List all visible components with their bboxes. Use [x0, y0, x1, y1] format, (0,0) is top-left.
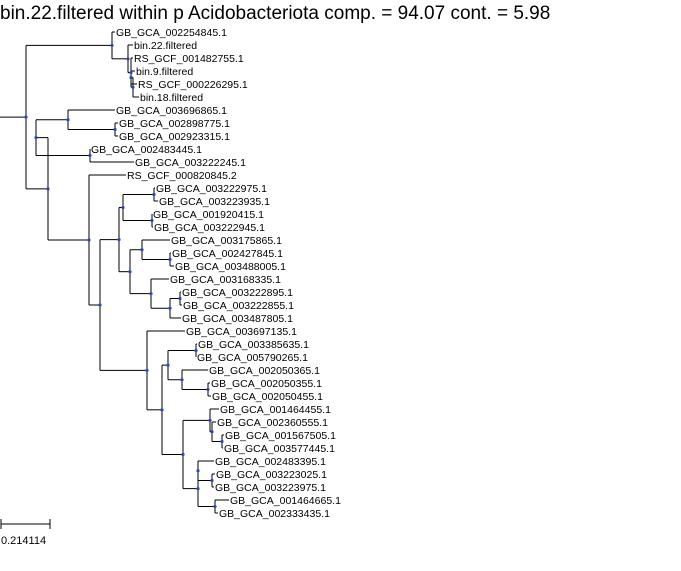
tree-node: [140, 248, 144, 252]
leaf-label: GB_GCA_001567505.1: [225, 430, 336, 442]
leaf-label: GB_GCA_003487805.1: [182, 313, 293, 325]
leaf-label: GB_GCA_002050455.1: [212, 391, 323, 403]
leaf-label: GB_GCA_003697135.1: [186, 326, 297, 338]
leaf-label: GB_GCA_003222895.1: [182, 287, 293, 299]
tree-node: [213, 504, 217, 509]
tree-node: [220, 439, 224, 444]
tree-node: [145, 368, 149, 373]
tree-node: [113, 127, 117, 132]
leaf-label: GB_GCA_003223025.1: [216, 469, 327, 481]
tree-node: [178, 296, 182, 301]
tree-node: [88, 153, 92, 158]
tree-leaf-labels: GB_GCA_002254845.1bin.22.filteredRS_GCF_…: [91, 27, 341, 520]
leaf-label: GB_GCA_003223935.1: [159, 196, 270, 208]
tree-nodes: [24, 43, 224, 509]
tree-node: [160, 408, 164, 412]
leaf-label: GB_GCA_001464665.1: [230, 495, 341, 507]
leaf-label: GB_GCA_002483445.1: [91, 144, 202, 156]
tree-node: [87, 238, 91, 242]
leaf-label: GB_GCA_003168335.1: [170, 274, 281, 286]
tree-node: [168, 257, 172, 262]
leaf-label: GB_GCA_003222945.1: [154, 222, 265, 234]
leaf-label: GB_GCA_002254845.1: [116, 27, 227, 39]
tree-title: bin.22.filtered within p Acidobacteriota…: [0, 3, 551, 24]
leaf-label: GB_GCA_003696865.1: [116, 105, 227, 117]
tree-node: [34, 136, 38, 140]
scale-bar: 0.214114: [0, 519, 51, 547]
tree-node: [168, 306, 172, 310]
leaf-label: RS_GCF_000226295.1: [138, 79, 248, 91]
tree-node: [98, 303, 102, 307]
tree-node: [121, 205, 125, 210]
tree-node: [129, 71, 133, 75]
tree-node: [46, 187, 50, 191]
scale-bar-label: 0.214114: [1, 535, 46, 547]
leaf-label: GB_GCA_002333435.1: [219, 508, 330, 520]
leaf-label: bin.9.filtered: [136, 66, 193, 78]
tree-node: [149, 292, 153, 296]
tree-node: [126, 57, 130, 61]
tree-node: [194, 348, 198, 353]
tree-node: [196, 469, 200, 473]
tree-node: [150, 218, 154, 223]
leaf-label: GB_GCA_001920415.1: [153, 209, 264, 221]
leaf-label: GB_GCA_003488005.1: [175, 261, 286, 273]
leaf-label: GB_GCA_003175865.1: [171, 235, 282, 247]
leaf-label: GB_GCA_003222245.1: [135, 157, 246, 169]
leaf-label: GB_GCA_002050355.1: [211, 378, 322, 390]
tree-node: [66, 118, 70, 122]
leaf-label: GB_GCA_002923315.1: [119, 131, 230, 143]
tree-node: [181, 452, 185, 457]
leaf-label: RS_GCF_000820845.2: [127, 170, 237, 182]
tree-node: [24, 115, 28, 119]
tree-node: [180, 378, 184, 382]
leaf-label: GB_GCA_005790265.1: [197, 352, 308, 364]
tree-node: [152, 192, 156, 197]
leaf-label: GB_GCA_003222975.1: [156, 183, 267, 195]
leaf-label: GB_GCA_002898775.1: [119, 118, 230, 130]
leaf-label: GB_GCA_003385635.1: [198, 339, 309, 351]
leaf-label: GB_GCA_001464455.1: [220, 404, 331, 416]
leaf-label: GB_GCA_002483395.1: [215, 456, 326, 468]
leaf-label: RS_GCF_001482755.1: [134, 53, 244, 65]
leaf-label: GB_GCA_002427845.1: [172, 248, 283, 260]
tree-node: [210, 478, 214, 483]
tree-node: [110, 43, 114, 48]
tree-node: [128, 270, 132, 274]
tree-node: [206, 387, 210, 392]
leaf-label: bin.18.filtered: [140, 92, 203, 104]
leaf-label: GB_GCA_003222855.1: [183, 300, 294, 312]
leaf-label: GB_GCA_003577445.1: [224, 443, 335, 455]
tree-node: [210, 430, 214, 434]
tree-node: [129, 75, 133, 80]
leaf-label: GB_GCA_002050365.1: [209, 365, 320, 377]
tree-node: [196, 487, 200, 491]
tree-node: [208, 418, 212, 422]
tree-node: [166, 363, 170, 367]
leaf-label: bin.22.filtered: [134, 40, 197, 52]
tree-node: [117, 237, 121, 242]
leaf-label: GB_GCA_002360555.1: [217, 417, 328, 429]
tree-node: [131, 85, 135, 89]
leaf-label: GB_GCA_003223975.1: [215, 482, 326, 494]
